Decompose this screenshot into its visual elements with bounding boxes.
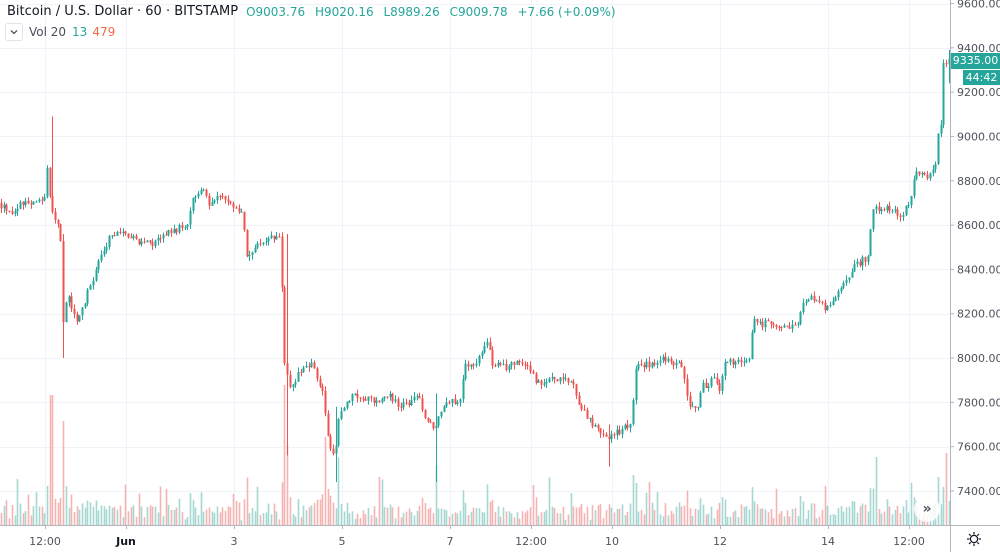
gear-icon	[967, 532, 981, 546]
price-tick-label: 9000.00	[957, 130, 1000, 143]
high-value: H9020.16	[314, 4, 374, 19]
time-tick-label: 12:00	[515, 535, 547, 548]
candlesticks	[0, 50, 951, 483]
price-tick-label: 8800.00	[957, 175, 1000, 188]
close-value: C9009.78	[449, 4, 508, 19]
double-chevron-right-icon: »	[922, 501, 932, 517]
time-tick-label: 14	[821, 535, 835, 548]
time-tick-label: 12:00	[29, 535, 61, 548]
price-tick-label: 7600.00	[957, 441, 1000, 454]
time-tick-label: 5	[339, 535, 346, 548]
volume-bars	[0, 385, 951, 525]
change-value: +7.66 (+0.09%)	[517, 4, 616, 19]
chart-settings-button[interactable]	[962, 529, 986, 549]
low-value: L8989.26	[383, 4, 440, 19]
price-tick-label: 9200.00	[957, 86, 1000, 99]
volume-legend: Vol 20 13 479	[5, 23, 115, 41]
time-tick-label: 3	[231, 535, 238, 548]
price-tick-label: 9600.00	[957, 0, 1000, 11]
price-tick-label: 7400.00	[957, 485, 1000, 498]
time-tick-label: 7	[447, 535, 454, 548]
price-axis[interactable]: 9600.00 9400.00 9200.00 9000.00 8800.00 8600.…	[950, 0, 1000, 498]
volume-value-a: 13	[72, 25, 88, 39]
volume-indicator-label[interactable]: Vol 20	[29, 25, 67, 39]
symbol-title[interactable]: Bitcoin / U.S. Dollar · 60 · BITSTAMP	[7, 4, 239, 19]
ohlc-values: O9003.76 H9020.16 L8989.26 C9009.78 +7.6…	[246, 5, 622, 19]
volume-value-b: 479	[92, 25, 116, 39]
price-tick-label: 9400.00	[957, 42, 1000, 55]
price-tick-label: 8400.00	[957, 263, 1000, 276]
price-tick-label: 8200.00	[957, 308, 1000, 321]
time-tick-label: 10	[605, 535, 619, 548]
symbol-legend: Bitcoin / U.S. Dollar · 60 · BITSTAMP O9…	[7, 4, 622, 19]
time-tick-label: 12	[713, 535, 727, 548]
bar-countdown-label: 44:42	[963, 70, 1000, 85]
price-tick-label: 8600.00	[957, 219, 1000, 232]
grid-lines	[0, 0, 950, 525]
time-axis[interactable]: 12:00 Jun 3 5 7 12:00 10 12 14 12:00	[29, 525, 925, 548]
open-value: O9003.76	[246, 4, 306, 19]
collapse-legend-button[interactable]	[5, 23, 23, 41]
time-tick-label: 12:00	[893, 535, 925, 548]
last-price-label: 9335.00	[951, 53, 1000, 69]
scroll-to-realtime-button[interactable]: »	[914, 496, 940, 522]
chevron-down-icon	[10, 30, 18, 35]
time-tick-label: Jun	[115, 535, 136, 548]
price-tick-label: 8000.00	[957, 352, 1000, 365]
price-tick-label: 7800.00	[957, 396, 1000, 409]
